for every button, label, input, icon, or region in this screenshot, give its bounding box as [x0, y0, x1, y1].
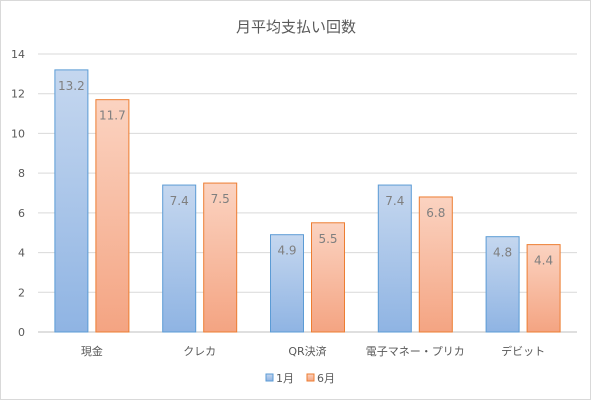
bar-series2	[418, 196, 453, 333]
data-label: 6.8	[426, 206, 445, 220]
y-tick-label: 6	[18, 207, 25, 220]
category-label: 現金	[81, 344, 103, 358]
category-label: 電子マネー・プリカ	[366, 345, 465, 358]
data-label: 7.5	[211, 192, 230, 206]
y-tick-label: 12	[11, 88, 25, 101]
data-label: 7.4	[170, 194, 189, 208]
bar-series2	[95, 99, 130, 333]
category-label: クレカ	[183, 345, 216, 358]
category-label: デビット	[501, 344, 545, 358]
y-tick-label: 14	[11, 48, 25, 61]
y-tick-label: 4	[18, 247, 25, 260]
bar-series2	[311, 222, 345, 333]
bar-series1	[54, 69, 89, 333]
data-label: 7.4	[385, 194, 404, 208]
data-label: 13.2	[58, 79, 85, 93]
data-label: 5.5	[318, 232, 337, 246]
bar-series2	[526, 244, 561, 333]
legend: 1月 6月	[265, 372, 335, 385]
bar-series1	[485, 236, 520, 333]
data-label: 4.9	[277, 244, 296, 258]
legend-label: 6月	[317, 372, 335, 385]
data-labels: 13.2 11.7 7.4 7.5 4.9 5.5 7.4 6.8 4.8 4.4	[58, 79, 553, 268]
data-label: 11.7	[99, 109, 126, 123]
bars	[54, 69, 561, 333]
legend-swatch	[306, 373, 315, 382]
category-label: QR決済	[288, 344, 326, 358]
chart-title: 月平均支払い回数	[236, 18, 356, 36]
bar-series1	[162, 184, 197, 333]
data-label: 4.4	[534, 254, 553, 268]
bar-series1	[270, 234, 304, 333]
y-tick-label: 0	[18, 326, 25, 339]
y-tick-label: 2	[18, 286, 25, 299]
x-axis-categories: 現金 クレカ QR決済 電子マネー・プリカ デビット	[81, 344, 545, 358]
y-tick-label: 10	[11, 127, 25, 140]
data-label: 4.8	[493, 246, 512, 260]
y-tick-label: 8	[18, 167, 25, 180]
y-axis-ticks: 0 2 4 6 8 10 12 14	[11, 48, 25, 339]
bar-series1	[377, 184, 412, 333]
legend-swatch	[265, 373, 274, 382]
legend-label: 1月	[276, 372, 294, 385]
bar-series2	[203, 182, 238, 333]
